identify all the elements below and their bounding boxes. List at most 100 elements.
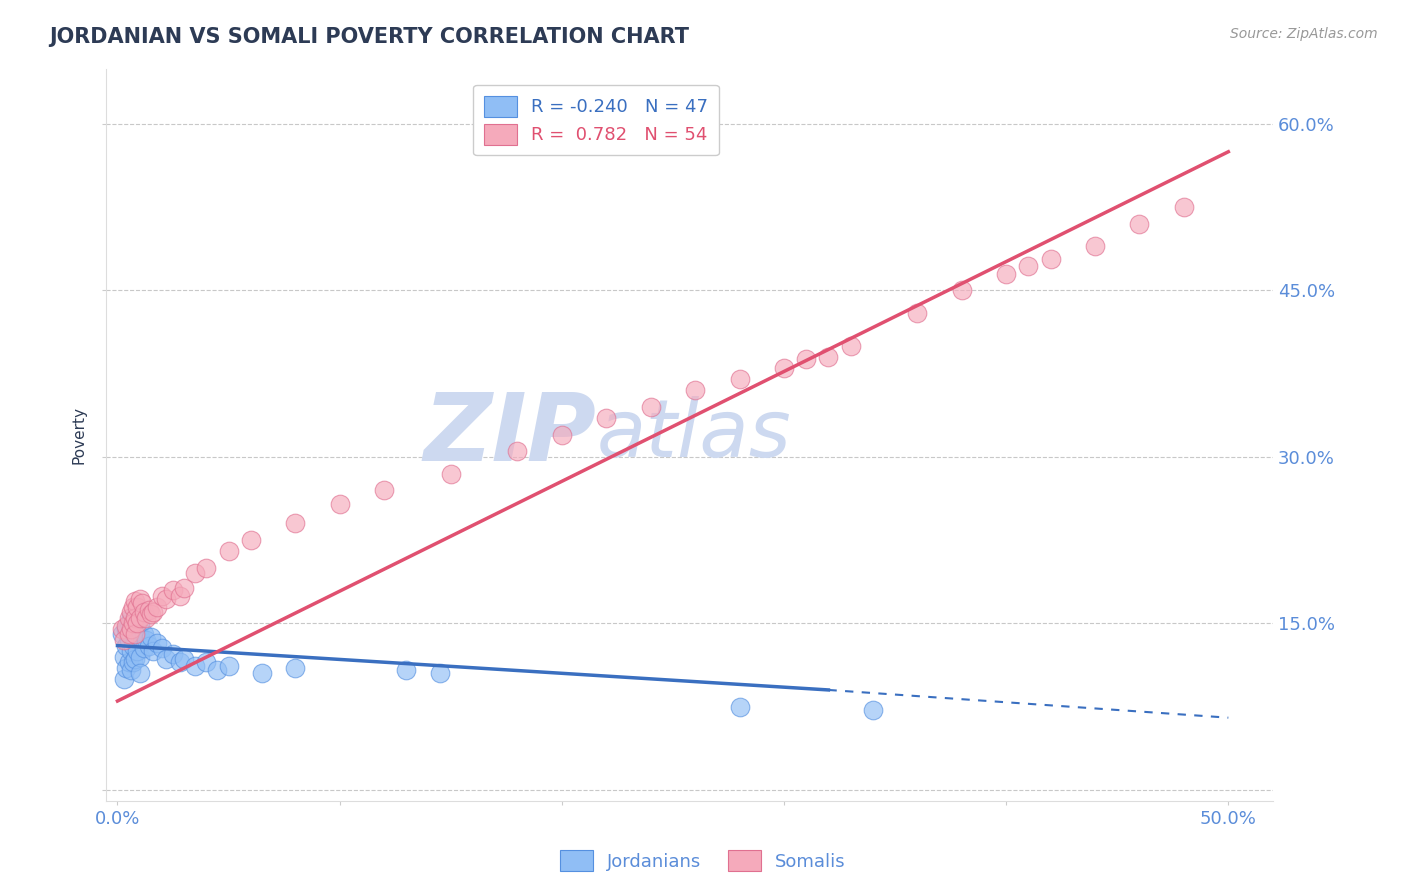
Point [120,627,142,641]
Point [122,599,145,614]
Point [862,703,884,717]
Point [117,611,139,625]
Y-axis label: Poverty: Poverty [72,406,86,464]
Point [150,640,173,655]
Point [142,605,165,619]
Point [127,599,149,614]
Point [128,616,150,631]
Point [122,639,145,653]
Point [184,566,207,581]
Point [551,427,574,442]
Point [1128,217,1150,231]
Point [440,467,463,481]
Point [169,589,191,603]
Point [112,649,135,664]
Point [373,483,395,498]
Point [138,603,160,617]
Point [429,666,451,681]
Point [117,627,139,641]
Point [112,672,135,686]
Point [173,652,195,666]
Point [995,267,1018,281]
Point [146,636,169,650]
Point [169,655,191,669]
Point [950,284,973,298]
Point [1084,239,1107,253]
Point [173,581,195,595]
Point [146,599,169,614]
Text: ZIP: ZIP [423,389,596,481]
Point [120,605,142,619]
Point [122,655,145,669]
Point [142,644,165,658]
Point [138,639,160,653]
Point [117,632,139,647]
Point [817,350,839,364]
Point [329,496,352,510]
Point [239,533,262,548]
Point [120,622,142,636]
Text: JORDANIAN VS SOMALI POVERTY CORRELATION CHART: JORDANIAN VS SOMALI POVERTY CORRELATION … [49,27,689,46]
Point [683,384,706,398]
Point [128,666,150,681]
Point [117,616,139,631]
Point [124,652,146,666]
Legend: Jordanians, Somalis: Jordanians, Somalis [553,843,853,879]
Point [135,632,157,647]
Point [395,663,418,677]
Point [595,411,617,425]
Point [124,630,146,644]
Point [134,640,156,655]
Legend: R = -0.240   N = 47, R =  0.782   N = 54: R = -0.240 N = 47, R = 0.782 N = 54 [474,85,718,155]
Point [111,627,134,641]
Point [127,622,149,636]
Point [1017,259,1039,273]
Point [150,589,173,603]
Point [127,644,149,658]
Point [128,649,150,664]
Point [139,630,162,644]
Point [905,306,928,320]
Point [128,591,150,606]
Point [207,663,229,677]
Point [120,644,142,658]
Point [218,544,240,558]
Text: Source: ZipAtlas.com: Source: ZipAtlas.com [1230,27,1378,41]
Point [640,400,662,414]
Point [195,655,218,669]
Point [218,658,240,673]
Point [117,655,139,669]
Point [728,699,751,714]
Point [728,372,751,386]
Point [122,616,145,631]
Point [124,594,146,608]
Point [506,444,529,458]
Point [115,639,138,653]
Point [112,632,135,647]
Point [284,516,307,531]
Point [794,352,817,367]
Point [124,611,146,625]
Point [134,605,156,619]
Point [128,611,150,625]
Point [134,627,156,641]
Point [184,658,207,673]
Point [773,361,796,376]
Point [195,561,218,575]
Text: atlas: atlas [596,396,792,474]
Point [155,591,177,606]
Point [124,611,146,625]
Point [839,339,862,353]
Point [139,607,162,622]
Point [1173,200,1195,214]
Point [115,618,138,632]
Point [155,652,177,666]
Point [128,630,150,644]
Point [284,661,307,675]
Point [250,666,273,681]
Point [115,622,138,636]
Point [111,622,134,636]
Point [162,648,184,662]
Point [1039,252,1062,267]
Point [127,616,149,631]
